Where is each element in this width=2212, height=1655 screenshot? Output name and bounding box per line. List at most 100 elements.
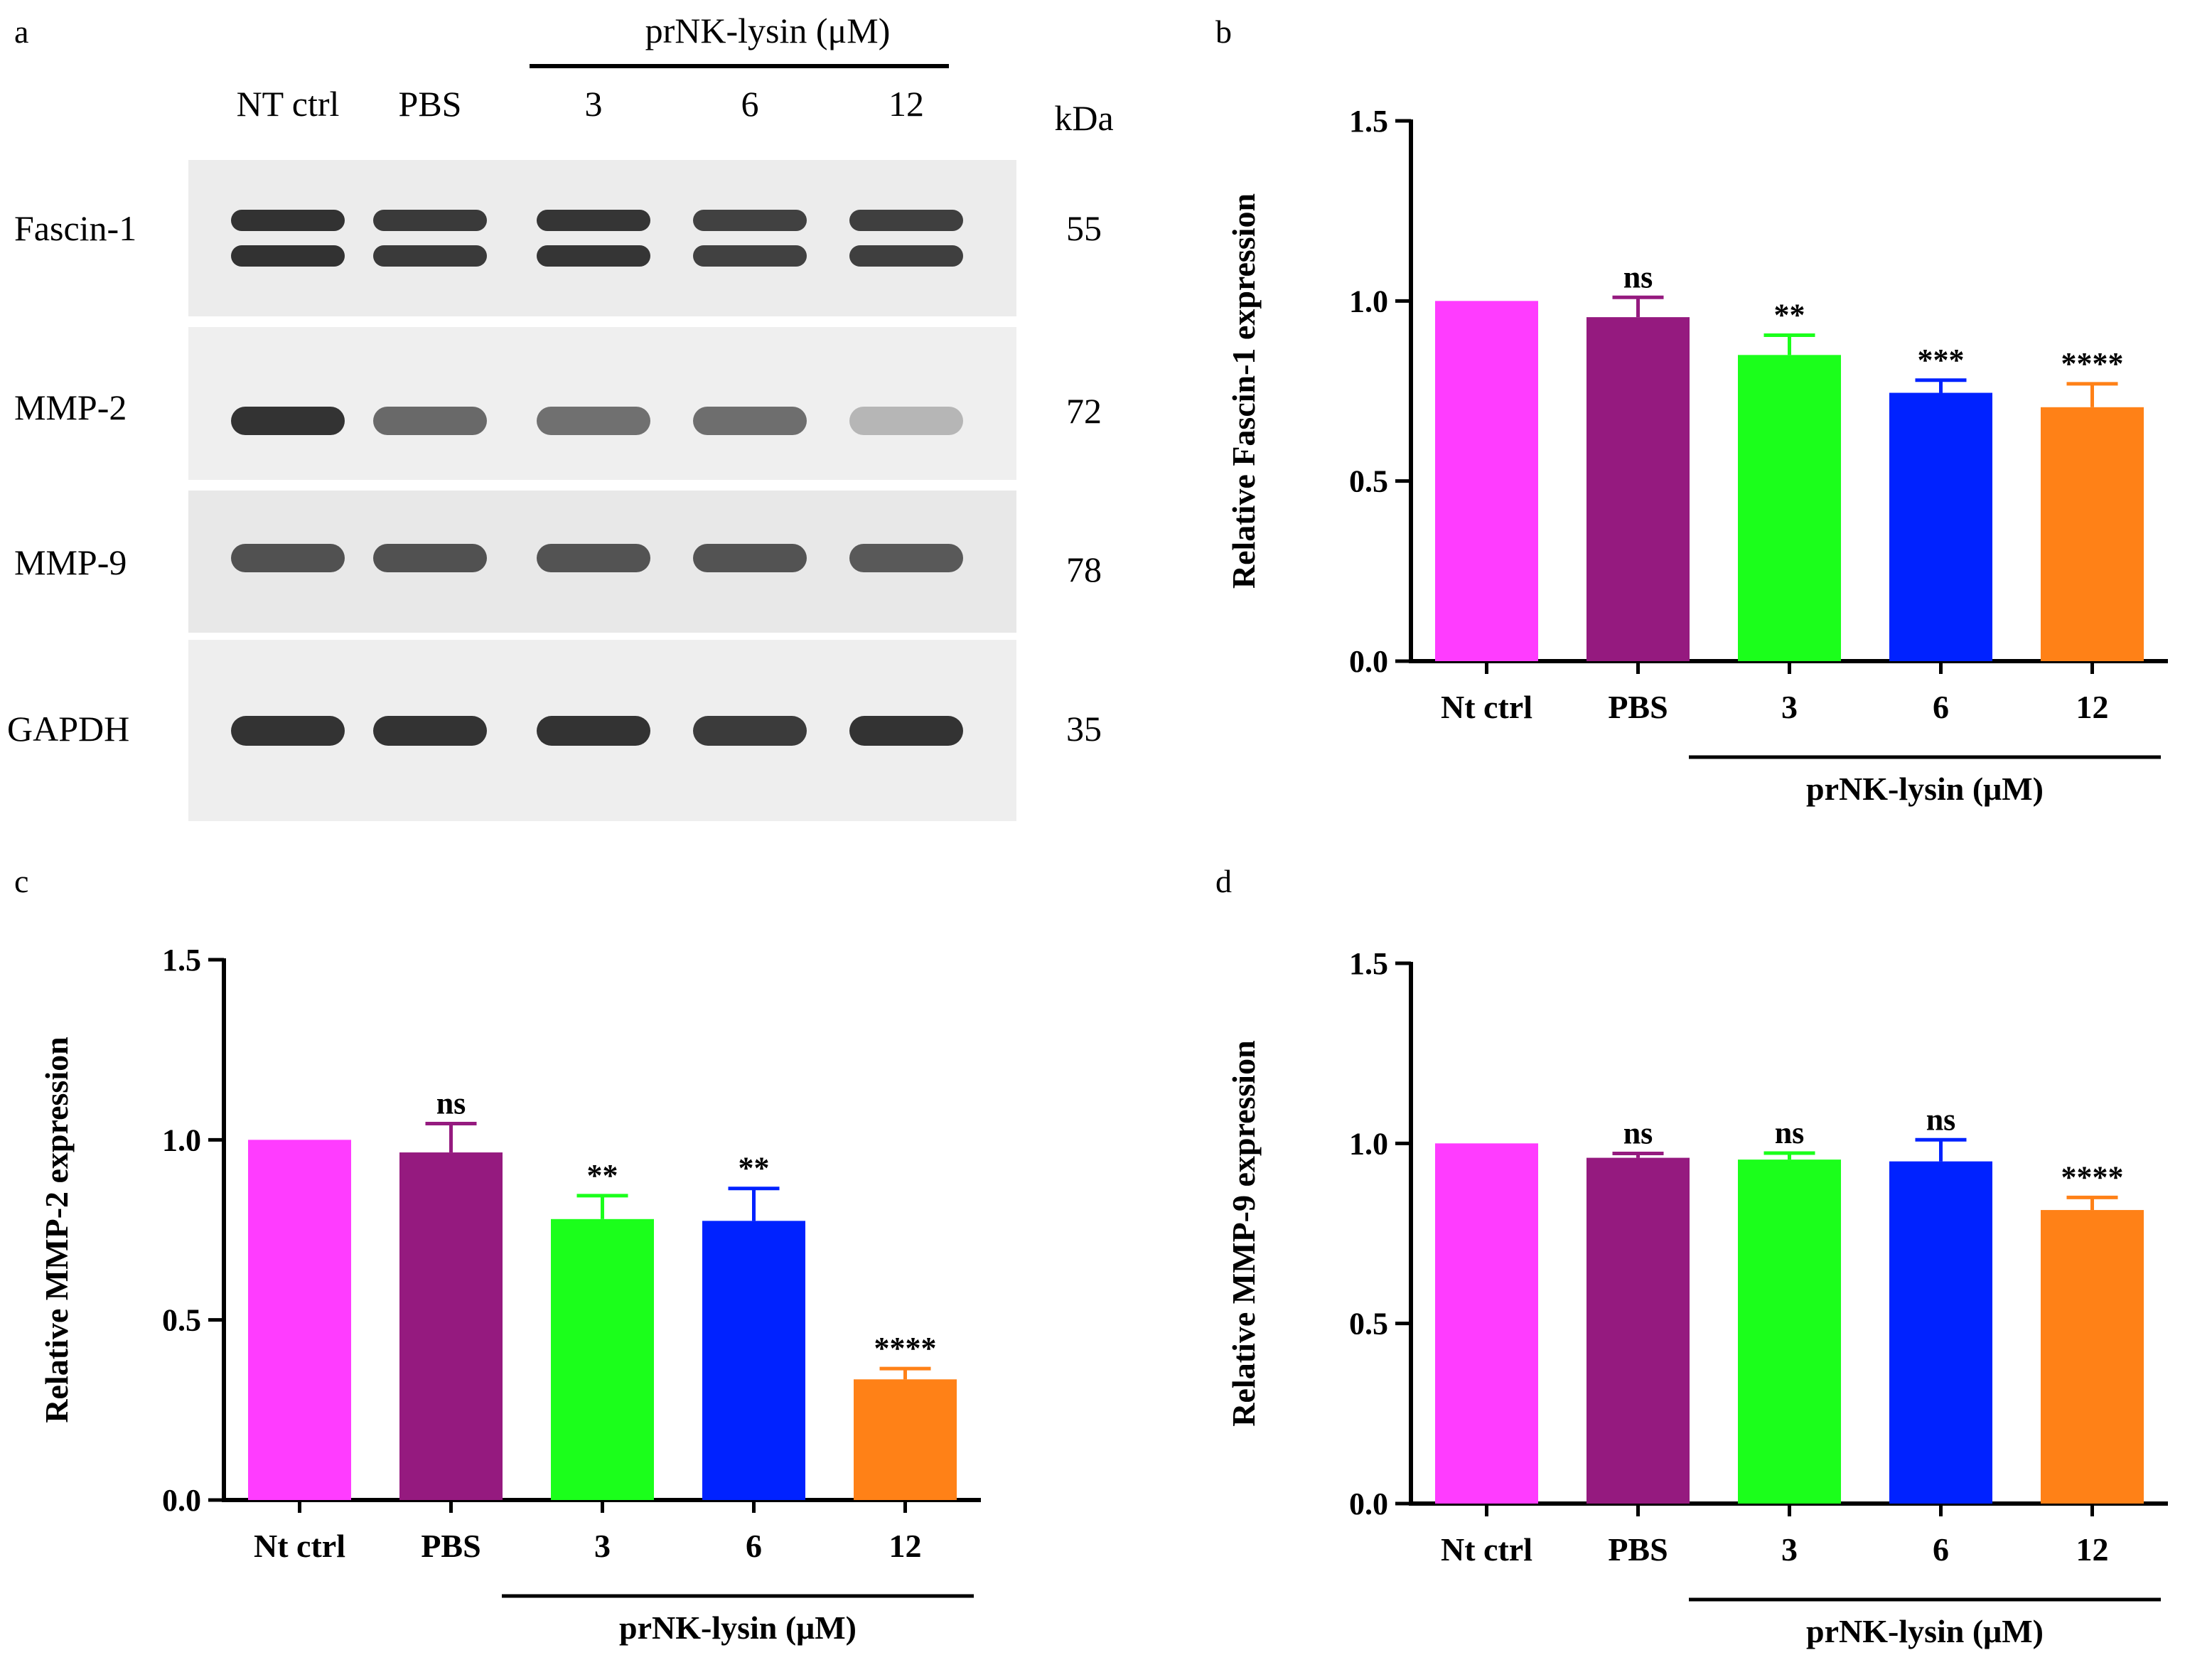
blot-band (693, 544, 807, 572)
bar (1435, 1143, 1538, 1504)
blot-band (373, 716, 487, 746)
panel-b: b 0.0 0.5 1.0 1.5 Relative Fascin-1 expressi… (1215, 14, 2168, 807)
y-tick-label: 0.5 (1349, 464, 1388, 499)
x-category-label: Nt ctrl (1441, 689, 1532, 725)
panel-a: a prNK-lysin (μM) NT ctrl PBS 3 6 12 kDa… (7, 11, 1114, 821)
group-label: prNK-lysin (μM) (1806, 771, 2044, 807)
blot-band (231, 716, 345, 746)
y-axis-label: Relative MMP-2 expression (38, 1037, 75, 1423)
bar (248, 1140, 351, 1500)
blot-protein-label: MMP-9 (14, 542, 127, 582)
blot-band (231, 407, 345, 435)
significance-label: **** (2061, 1159, 2124, 1194)
y-tick-label: 1.5 (1349, 946, 1388, 981)
blot-band (231, 245, 345, 267)
bar (1889, 392, 1992, 661)
x-category-label: 6 (1933, 689, 1949, 725)
y-tick-label: 1.5 (1349, 104, 1388, 139)
panel-d: d 0.0 0.5 1.0 1.5 Relative MMP-9 expression N… (1215, 863, 2168, 1649)
blot-protein-label: GAPDH (7, 709, 129, 749)
blot-band (537, 210, 650, 231)
blot-band (231, 210, 345, 231)
significance-label: ns (1623, 259, 1653, 294)
significance-label: **** (874, 1331, 937, 1366)
significance-label: **** (2061, 346, 2124, 381)
y-tick-label: 0.0 (1349, 644, 1388, 679)
significance-label: ** (1774, 297, 1805, 332)
y-axis-label: Relative MMP-9 expression (1225, 1040, 1262, 1426)
blot-band (849, 210, 963, 231)
y-tick-label: 1.0 (1349, 284, 1388, 318)
x-category-label: PBS (1608, 1531, 1668, 1568)
wb-kda-label: kDa (1054, 98, 1113, 138)
y-tick-label: 0.0 (1349, 1487, 1388, 1521)
significance-label: ns (1623, 1116, 1653, 1151)
wb-lane-label: PBS (399, 84, 462, 124)
significance-label: ns (1775, 1115, 1805, 1150)
wb-treatment-label: prNK-lysin (μM) (645, 11, 891, 50)
y-tick-label: 0.5 (162, 1303, 201, 1338)
group-label: prNK-lysin (μM) (1806, 1613, 2044, 1649)
significance-label: ** (587, 1158, 618, 1193)
x-category-label: Nt ctrl (254, 1528, 345, 1564)
bar (1738, 1159, 1841, 1504)
x-category-label: 3 (1781, 689, 1798, 725)
blot-band (693, 210, 807, 231)
blot-band (373, 544, 487, 572)
blot-band (849, 245, 963, 267)
x-category-label: 12 (889, 1528, 922, 1564)
blot-band (537, 716, 650, 746)
blot-kda-value: 35 (1066, 709, 1102, 749)
x-category-label: 12 (2076, 1531, 2109, 1568)
blot-band (849, 544, 963, 572)
significance-label: ns (436, 1086, 466, 1121)
significance-label: *** (1918, 343, 1965, 377)
bar (854, 1379, 957, 1500)
x-category-label: 12 (2076, 689, 2109, 725)
blot-band (849, 407, 963, 435)
y-axis-label: Relative Fascin-1 expression (1225, 193, 1262, 589)
y-tick-label: 0.0 (162, 1483, 201, 1518)
bar (1889, 1161, 1992, 1504)
y-tick-label: 1.0 (1349, 1126, 1388, 1161)
x-category-label: Nt ctrl (1441, 1531, 1532, 1568)
blot-band (373, 245, 487, 267)
y-tick-label: 0.5 (1349, 1307, 1388, 1341)
wb-lane-label: NT ctrl (237, 84, 340, 124)
bar (702, 1221, 805, 1500)
wb-lane-label: 12 (888, 84, 924, 124)
bar (2041, 407, 2144, 661)
blot-protein-label: MMP-2 (14, 387, 127, 427)
wb-lane-label: 3 (585, 84, 603, 124)
x-category-label: 6 (746, 1528, 762, 1564)
panel-letter-b: b (1215, 14, 1232, 50)
x-category-label: 3 (1781, 1531, 1798, 1568)
blot-band (693, 245, 807, 267)
group-label: prNK-lysin (μM) (619, 1610, 857, 1646)
panel-c: c 0.0 0.5 1.0 1.5 Relative MMP-2 expression N… (14, 863, 981, 1646)
blot-protein-label: Fascin-1 (14, 208, 136, 248)
x-category-label: PBS (421, 1528, 480, 1564)
blot-band (537, 544, 650, 572)
panel-letter-a: a (14, 14, 28, 50)
panel-letter-d: d (1215, 863, 1232, 899)
panel-letter-c: c (14, 863, 28, 899)
y-tick-label: 1.5 (162, 943, 201, 978)
bar (399, 1152, 503, 1500)
blot-band (849, 716, 963, 746)
blot-kda-value: 55 (1066, 208, 1102, 248)
blot-kda-value: 72 (1066, 391, 1102, 431)
x-category-label: 6 (1933, 1531, 1949, 1568)
blot-strip-fascin (188, 160, 1016, 316)
bar (1586, 317, 1690, 661)
x-category-label: 3 (594, 1528, 611, 1564)
wb-lane-label: 6 (741, 84, 759, 124)
blot-band (231, 544, 345, 572)
blot-kda-value: 78 (1066, 550, 1102, 589)
bar (551, 1219, 654, 1500)
blot-bands (231, 210, 963, 746)
bar (1435, 301, 1538, 661)
y-tick-label: 1.0 (162, 1123, 201, 1157)
blot-strip-mmp2 (188, 327, 1016, 480)
